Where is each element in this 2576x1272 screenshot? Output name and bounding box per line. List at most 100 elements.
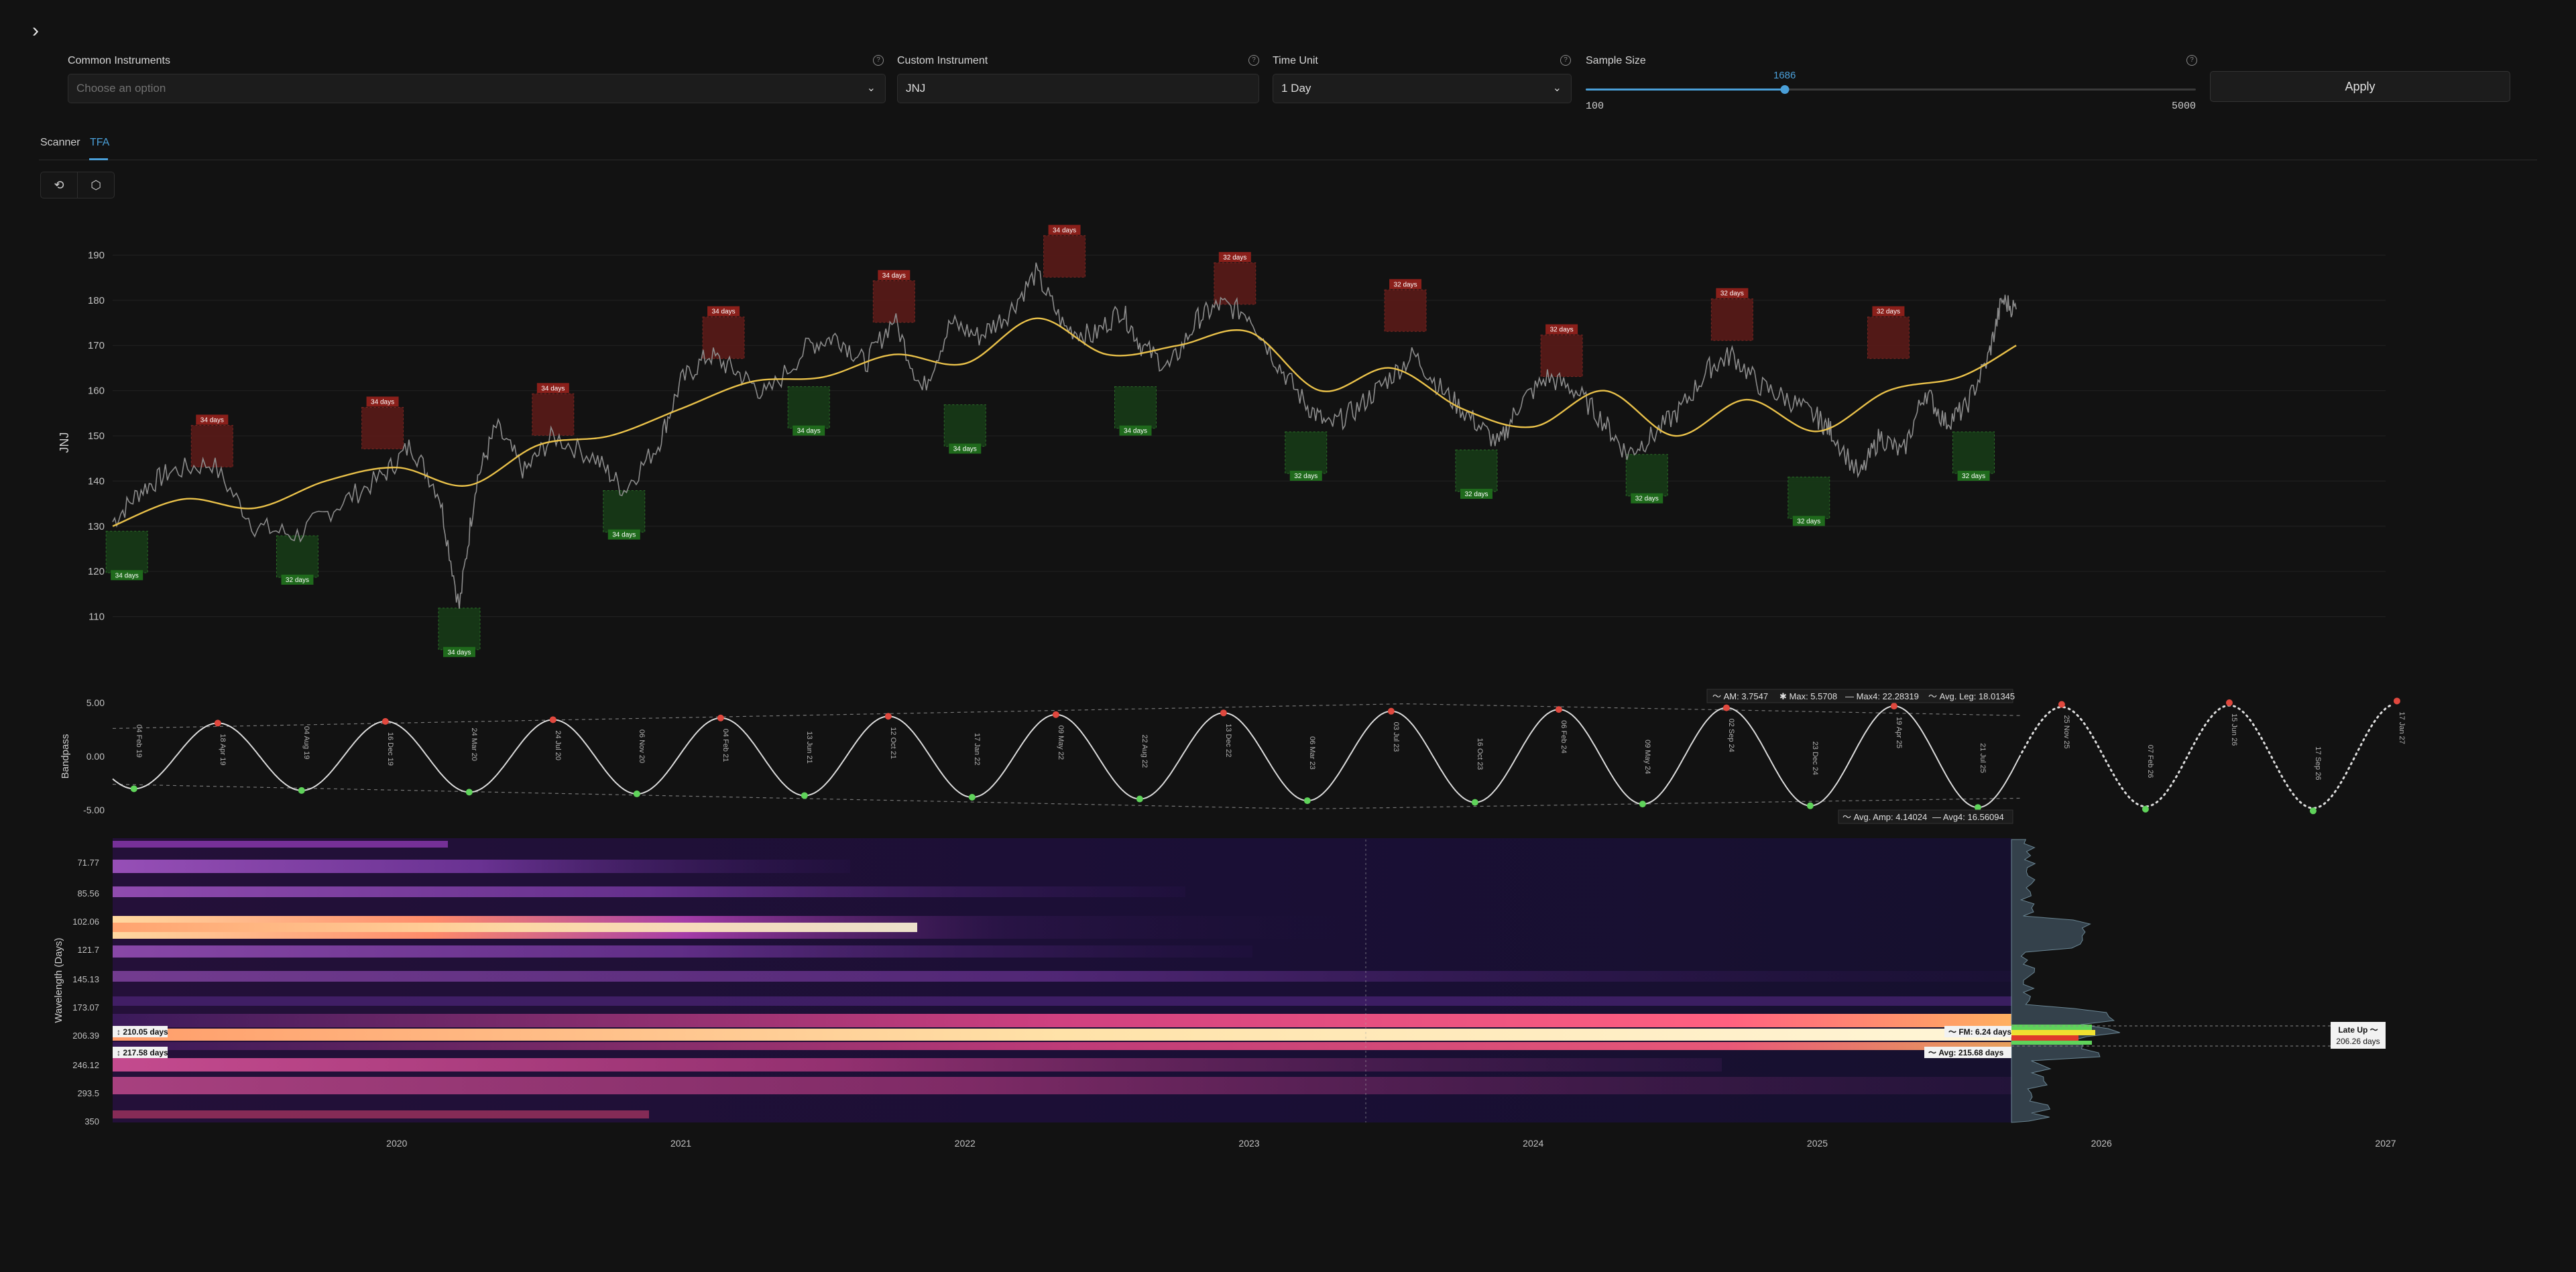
cycle-length-label: 34 days — [1124, 428, 1147, 435]
time-unit-help-icon[interactable]: ? — [1560, 55, 1571, 66]
sample-size-help-icon[interactable]: ? — [2186, 55, 2197, 66]
slider-track[interactable] — [1586, 89, 2196, 91]
band-150 — [113, 971, 2011, 982]
bandpass-peak-date: 12 Oct 21 — [889, 727, 897, 759]
cycle-length-label: 32 days — [1962, 473, 1985, 480]
stat-bottom-item: — Avg4: 16.56094 — [1932, 812, 2004, 822]
bandpass-y-tick: -5.00 — [83, 805, 105, 815]
trough-zone — [105, 530, 148, 573]
cycle-label-bg — [1631, 493, 1663, 504]
band-210-core — [113, 1029, 2011, 1041]
apply-button[interactable]: Apply — [2210, 71, 2510, 102]
peak-zone — [361, 406, 404, 449]
cycle-label-bg — [1218, 251, 1251, 262]
common-instruments-label: Common Instruments — [68, 55, 170, 66]
trough-zone — [1625, 454, 1668, 497]
bandpass-peak-date: 25 Nov 25 — [2062, 715, 2070, 749]
custom-instrument-help-icon[interactable]: ? — [1248, 55, 1259, 66]
bandpass-trough-dot — [298, 787, 305, 794]
bandpass-peak-date: 24 Jul 20 — [554, 730, 562, 760]
common-instruments-help-icon[interactable]: ? — [873, 55, 884, 66]
x-axis-year-tick: 2024 — [1523, 1138, 1543, 1149]
cycle-length-label: 34 days — [712, 308, 736, 316]
cycle-label-bg — [1872, 306, 1905, 316]
price-y-axis: 190 180 170 160 150 140 130 120 110 — [88, 249, 105, 622]
price-y-tick: 140 — [88, 475, 105, 487]
custom-instrument-input[interactable]: JNJ — [897, 74, 1259, 103]
cycle-length-label: 32 days — [1394, 281, 1417, 288]
bandpass-peak-dot — [382, 717, 389, 725]
bandpass-trough-dot — [1806, 802, 1814, 809]
cycle-length-label: 32 days — [286, 577, 309, 584]
bandpass-y-tick: 5.00 — [86, 697, 105, 708]
cycle-label-bg — [793, 425, 825, 436]
bandpass-peak-date: 19 Apr 25 — [1895, 717, 1903, 748]
bandpass-ylabel: Bandpass — [60, 734, 71, 779]
peak-zone — [1710, 298, 1753, 341]
peak-zone — [190, 424, 233, 467]
cycle-length-label: 32 days — [1797, 518, 1820, 525]
x-axis-year-tick: 2023 — [1238, 1138, 1259, 1149]
cycle-label-bg — [1545, 324, 1578, 335]
band-80 — [113, 860, 850, 873]
common-instruments-select[interactable]: Choose an option ⌄ — [68, 74, 886, 103]
spectrogram-y-tick: 85.56 — [77, 888, 99, 899]
bandpass-envelope-bottom — [112, 784, 2022, 810]
sidebar-toggle-chevron-icon[interactable]: › — [32, 19, 39, 42]
cycle-markers: 34 days 34 days 32 days 34 days 34 days 34 da… — [105, 225, 1995, 657]
cycle-length-label: 34 days — [612, 532, 636, 539]
bandpass-trough-dot — [130, 785, 137, 793]
price-y-tick: 120 — [88, 566, 105, 577]
svg-text:〜 FM: 6.24 days: 〜 FM: 6.24 days — [1948, 1027, 2011, 1037]
spectrogram-y-tick: 121.7 — [77, 945, 99, 955]
x-axis-year-tick: 2026 — [2091, 1138, 2112, 1149]
cycle-label-bg — [196, 414, 229, 425]
peak-zone — [532, 393, 575, 436]
cycle-length-label: 32 days — [1294, 473, 1318, 480]
cycle-label-bg — [536, 383, 569, 394]
time-unit-select[interactable]: 1 Day ⌄ — [1273, 74, 1572, 103]
spectrogram-y-axis: 71.77 85.56 102.06 121.7 145.13 173.07 206.39 2… — [72, 858, 99, 1126]
price-y-tick: 180 — [88, 295, 105, 306]
price-ylabel: JNJ — [58, 432, 71, 453]
time-unit-label: Time Unit — [1273, 55, 1318, 66]
bandpass-stats-top: 〜 AM: 3.7547 ✱ Max: 5.5708 — Max4: 22.2831… — [1706, 689, 2015, 703]
bandpass-peak-dot — [2058, 701, 2065, 708]
peak-zone — [702, 316, 745, 359]
band-125 — [113, 945, 1252, 958]
bandpass-markers: 18 Apr 19 16 Dec 19 24 Jul 20 04 Feb 21 12 O… — [130, 697, 2406, 815]
trough-zone — [943, 404, 986, 447]
tab-scanner[interactable]: Scanner — [40, 137, 80, 148]
chevron-down-icon: ⌄ — [1552, 82, 1562, 94]
sample-size-value: 1686 — [1773, 70, 1796, 81]
refresh-icon[interactable]: ⟲ — [40, 172, 78, 198]
tab-tfa[interactable]: TFA — [90, 137, 110, 148]
cycle-length-label: 34 days — [200, 416, 224, 424]
svg-text:Late Up 〜: Late Up 〜 — [2338, 1025, 2378, 1035]
bandpass-trough-date: 17 Jan 22 — [973, 733, 981, 765]
bandpass-trough-date: 04 Feb 19 — [135, 724, 143, 758]
bandpass-envelope-top — [112, 703, 2022, 729]
bandpass-trough-date: 21 Jul 25 — [1979, 743, 1987, 773]
bandpass-trough-dot — [2309, 807, 2317, 815]
cycle-label-bg — [1289, 471, 1322, 481]
bandpass-peak-dot — [1890, 703, 1897, 710]
cycle-length-label: 34 days — [953, 446, 977, 453]
bandpass-trough-date: 04 Aug 19 — [302, 726, 310, 760]
cycle-length-label: 34 days — [115, 572, 139, 579]
slider-thumb[interactable] — [1780, 85, 1790, 94]
stat-bottom-item: 〜 Avg. Amp: 4.14024 — [1842, 812, 1927, 822]
cycle-length-label: 34 days — [1053, 227, 1076, 234]
cycle-length-label: 34 days — [882, 272, 906, 280]
bandpass-peak-dot — [1722, 704, 1730, 711]
cube-icon[interactable]: ⬡ — [77, 172, 115, 198]
price-y-tick: 190 — [88, 249, 105, 261]
phase-status-label: Late Up 〜 206.26 days — [2331, 1022, 2386, 1049]
custom-instrument-label: Custom Instrument — [897, 55, 988, 66]
left-band-label-2: ↕ 217.58 days — [113, 1047, 168, 1058]
sample-size-slider[interactable]: 1686 100 5000 — [1586, 68, 2196, 112]
bandpass-peak-date: 16 Dec 19 — [386, 732, 394, 766]
bandpass-peak-dot — [1052, 711, 1059, 718]
avg-label: 〜 Avg: 215.68 days — [1924, 1047, 2011, 1058]
